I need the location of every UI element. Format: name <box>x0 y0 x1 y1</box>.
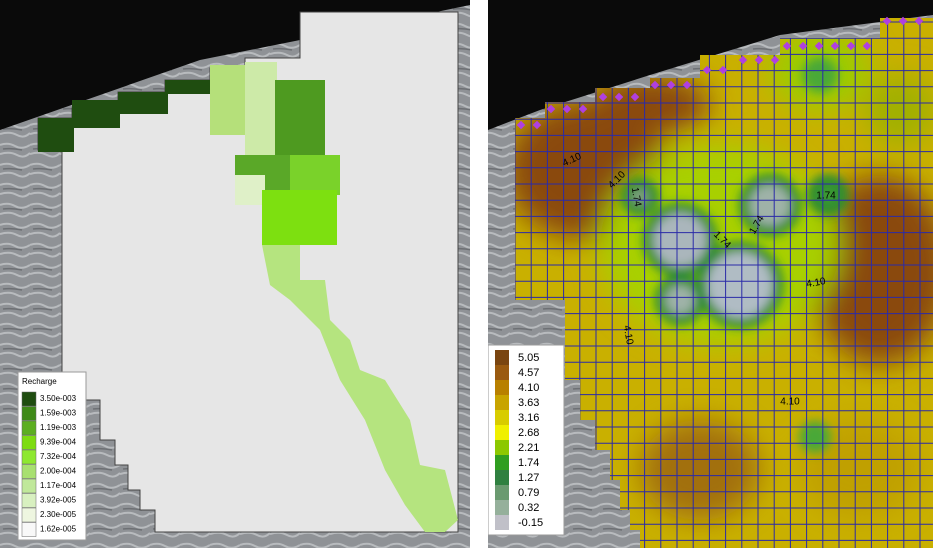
legend-swatch <box>495 410 509 425</box>
legend-label: 2.00e-004 <box>40 467 77 476</box>
legend-swatch <box>22 494 36 508</box>
legend-swatch <box>495 440 509 455</box>
legend-swatch <box>495 425 509 440</box>
left-map: Recharge 3.50e-003 1.59e-003 1.19e-003 9.39… <box>0 0 470 548</box>
legend-label: 2.68 <box>518 427 539 439</box>
legend-label: 2.30e-005 <box>40 510 77 519</box>
legend-label: 3.50e-003 <box>40 394 77 403</box>
legend-label: 2.21 <box>518 442 539 454</box>
legend-swatch <box>22 523 36 537</box>
legend-label: 4.10 <box>518 382 539 394</box>
contour-label: 1.74 <box>816 191 836 202</box>
legend-label: 1.17e-004 <box>40 481 77 490</box>
legend-label: 7.32e-004 <box>40 452 77 461</box>
legend-label: 9.39e-004 <box>40 438 77 447</box>
legend-label: 0.32 <box>518 502 539 514</box>
legend-label: 1.59e-003 <box>40 409 77 418</box>
legend-swatch <box>495 365 509 380</box>
contour-label: 4.10 <box>780 397 800 408</box>
legend-swatch <box>495 380 509 395</box>
screenshot: Recharge 3.50e-003 1.59e-003 1.19e-003 9.39… <box>0 0 933 548</box>
legend-label: 1.62e-005 <box>40 525 77 534</box>
legend-label: 0.79 <box>518 487 539 499</box>
legend-label: 3.92e-005 <box>40 496 77 505</box>
legend-label: 5.05 <box>518 352 539 364</box>
legend-swatch <box>22 508 36 522</box>
legend-swatch <box>495 485 509 500</box>
legend-swatch <box>495 515 509 530</box>
legend-swatch <box>22 450 36 464</box>
legend-swatch <box>495 350 509 365</box>
legend-swatch <box>22 407 36 421</box>
legend-title: Recharge <box>22 377 57 386</box>
legend-label: 3.16 <box>518 412 539 424</box>
legend-label: 1.74 <box>518 457 539 469</box>
page: Recharge 3.50e-003 1.59e-003 1.19e-003 9.39… <box>0 0 933 548</box>
legend-swatch <box>22 479 36 493</box>
legend-label: -0.15 <box>518 517 543 529</box>
legend-label: 4.57 <box>518 367 539 379</box>
legend-label: 3.63 <box>518 397 539 409</box>
legend-swatch <box>22 421 36 435</box>
legend-swatch <box>495 470 509 485</box>
legend-label: 1.19e-003 <box>40 423 77 432</box>
legend-swatch <box>22 436 36 450</box>
legend-label: 1.27 <box>518 472 539 484</box>
legend-swatch <box>22 465 36 479</box>
legend-swatch <box>495 395 509 410</box>
legend-swatch <box>495 500 509 515</box>
right-map: 4.104.101.741.741.741.744.104.104.10 5.0… <box>488 0 933 548</box>
legend-swatch <box>495 455 509 470</box>
legend-swatch <box>22 392 36 406</box>
